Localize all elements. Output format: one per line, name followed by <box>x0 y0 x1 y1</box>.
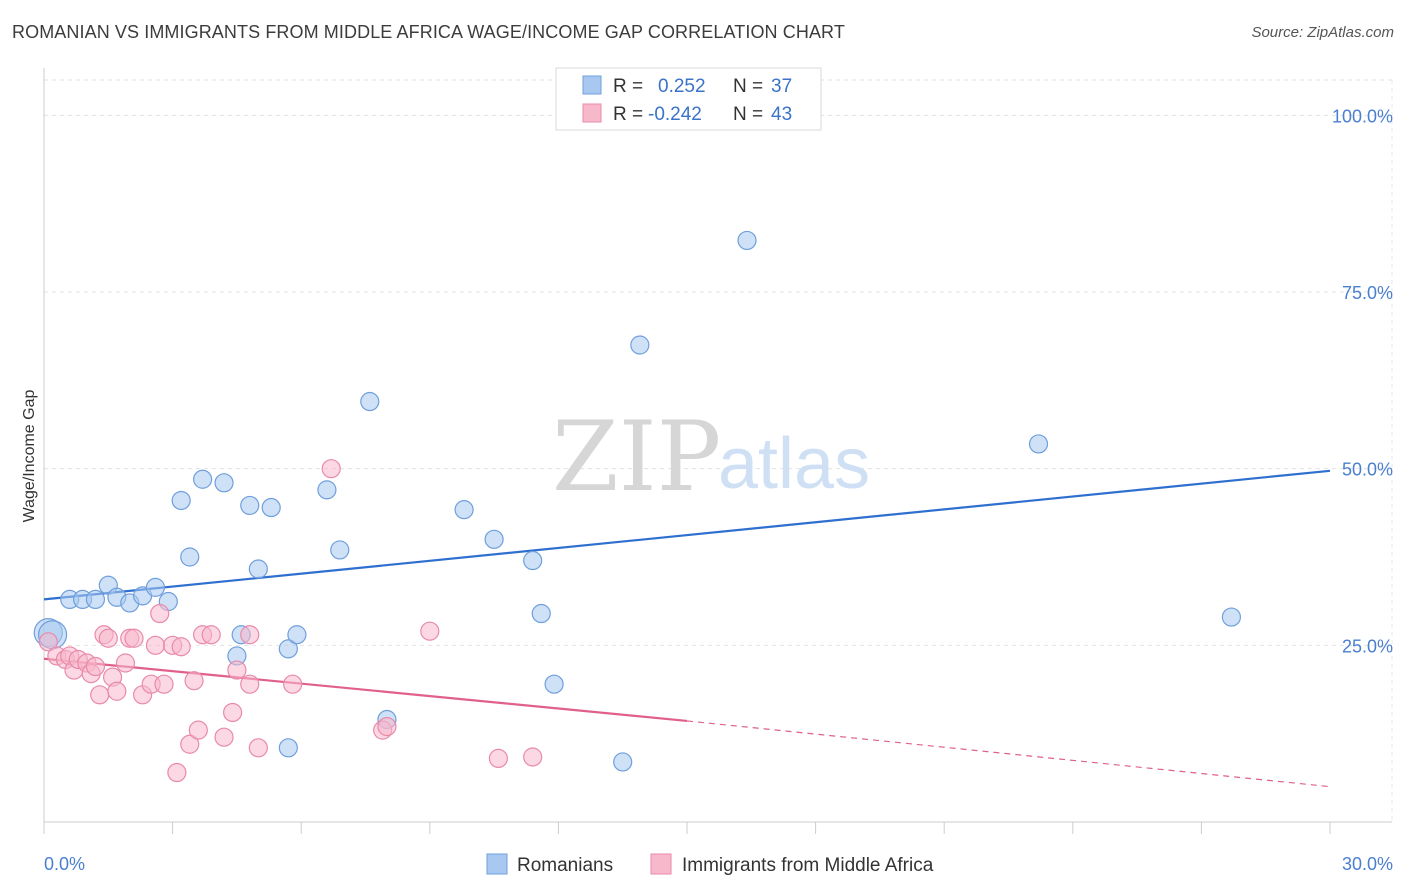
chart-title: ROMANIAN VS IMMIGRANTS FROM MIDDLE AFRIC… <box>12 22 845 42</box>
data-point <box>98 628 118 648</box>
data-point <box>531 603 551 624</box>
data-point <box>283 674 303 694</box>
data-point <box>227 660 247 680</box>
data-point <box>420 621 440 641</box>
data-points <box>33 230 1242 783</box>
series-0 <box>33 230 1242 772</box>
series-legend: Romanians Immigrants from Middle Africa <box>486 853 934 876</box>
data-point <box>321 459 341 479</box>
data-point <box>214 727 234 747</box>
bottom-legend-label-immigrants: Immigrants from Middle Africa <box>682 855 934 876</box>
data-point <box>287 625 307 645</box>
y-tick-label: 75.0% <box>1342 283 1393 303</box>
y-tick-label: 25.0% <box>1342 636 1393 656</box>
data-point <box>107 681 127 701</box>
data-point <box>737 230 757 251</box>
stats-legend: R = 0.252 N = 37 R = -0.242 N = 43 <box>555 67 822 131</box>
watermark-zip: ZIP <box>552 401 721 513</box>
legend-r-label-2: R = <box>613 104 643 125</box>
data-point <box>90 685 110 705</box>
data-point <box>167 762 187 783</box>
bottom-legend-label-romanians: Romanians <box>517 855 613 876</box>
x-tick-labels: 0.0% 30.0% <box>44 854 1393 874</box>
data-point <box>317 480 337 500</box>
y-axis-label: Wage/Income Gap <box>21 390 38 523</box>
data-point <box>1028 434 1049 454</box>
data-point <box>248 738 268 758</box>
data-point <box>184 671 204 691</box>
data-point <box>85 589 106 610</box>
data-point <box>360 391 380 412</box>
watermark-atlas: atlas <box>718 424 870 504</box>
data-point <box>240 625 260 645</box>
source-label: Source: ZipAtlas.com <box>1251 24 1394 41</box>
legend-r-value-1: 0.252 <box>658 76 706 97</box>
watermark: ZIP atlas <box>552 401 870 513</box>
data-point <box>613 752 633 772</box>
data-point <box>180 547 200 567</box>
data-point <box>278 639 298 659</box>
data-point <box>484 529 504 549</box>
bottom-legend-swatch-romanians <box>486 853 508 875</box>
legend-r-value-2: -0.242 <box>648 104 702 125</box>
data-point <box>261 497 281 518</box>
data-point <box>240 674 260 694</box>
data-point <box>150 603 170 624</box>
data-point <box>240 495 260 516</box>
trend-line-1 <box>43 657 688 723</box>
y-tick-label: 50.0% <box>1342 460 1393 480</box>
data-point <box>523 550 543 571</box>
data-point <box>124 628 144 648</box>
data-point <box>1221 607 1242 627</box>
legend-n-label-2: N = <box>733 104 763 125</box>
data-point <box>38 632 58 652</box>
grid-lines <box>44 79 1393 822</box>
legend-n-label-1: N = <box>733 76 763 97</box>
data-point <box>630 335 650 355</box>
data-point <box>145 577 166 597</box>
data-point <box>180 734 200 754</box>
legend-n-value-1: 37 <box>771 76 792 97</box>
axes <box>43 68 1392 834</box>
legend-swatch-romanians <box>582 75 602 95</box>
bottom-legend-swatch-immigrants <box>650 853 672 875</box>
data-point <box>154 674 174 694</box>
data-point <box>188 720 208 740</box>
data-point <box>488 748 508 769</box>
data-point <box>214 473 234 493</box>
y-tick-labels: 25.0% 50.0% 75.0% 100.0% <box>1332 106 1393 656</box>
legend-n-value-2: 43 <box>771 104 792 125</box>
series-1 <box>38 459 543 783</box>
data-point <box>377 716 397 737</box>
legend-r-label-1: R = <box>613 76 643 97</box>
x-tick-label-min: 0.0% <box>44 854 85 874</box>
data-point <box>248 559 268 579</box>
y-tick-label: 100.0% <box>1332 106 1393 126</box>
legend-swatch-immigrants <box>582 103 602 123</box>
data-point <box>171 490 191 511</box>
data-point <box>330 540 350 560</box>
data-point <box>523 747 543 767</box>
data-point <box>454 500 474 520</box>
data-point <box>193 469 213 489</box>
data-point <box>115 653 136 673</box>
data-point <box>85 656 106 677</box>
data-point <box>278 738 298 758</box>
data-point <box>544 674 564 694</box>
trend-line-extension-1 <box>686 720 1331 788</box>
x-tick-label-max: 30.0% <box>1342 854 1393 874</box>
data-point <box>223 702 243 723</box>
data-point <box>145 635 166 655</box>
data-point <box>201 625 221 645</box>
data-point <box>171 637 191 657</box>
